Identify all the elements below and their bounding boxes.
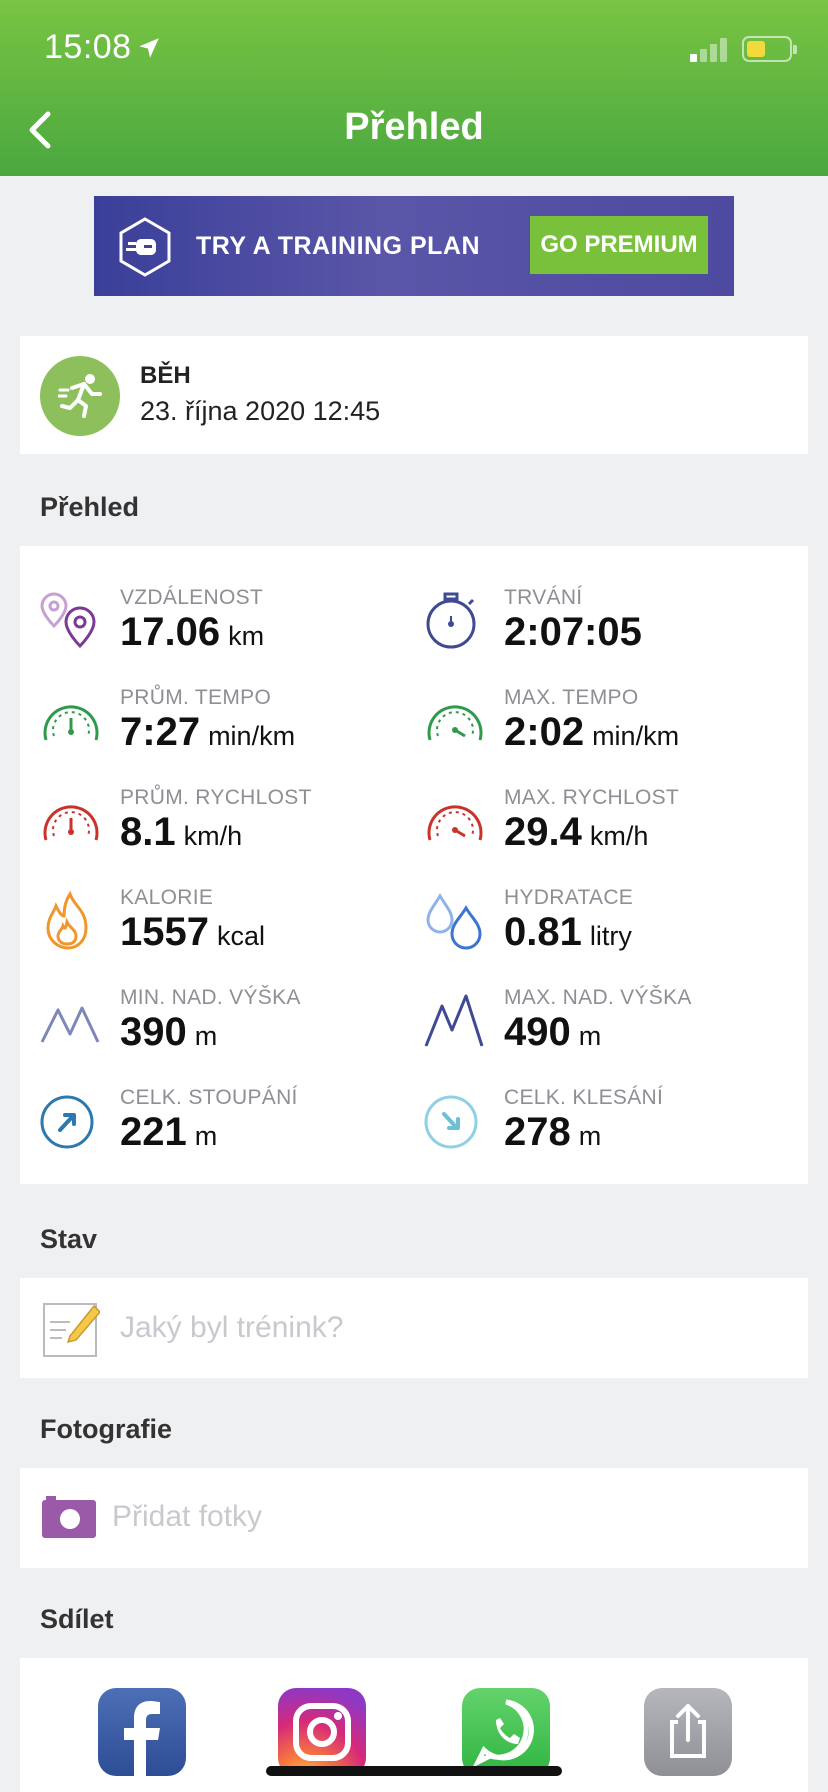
descent-arrow-icon [424,1095,478,1149]
ascent-arrow-icon [40,1095,94,1149]
share-facebook-button[interactable] [98,1688,186,1776]
add-photos-label: Přidat fotky [112,1500,263,1533]
stat-total-descent: CELK. KLESÁNÍ 278 m [424,1086,804,1176]
app-header: 15:08 Přehled [0,0,828,176]
stat-label: KALORIE [120,886,214,909]
stat-unit: m [194,1021,218,1051]
stat-min-altitude: MIN. NAD. VÝŠKA 390 m [40,986,420,1076]
back-chevron-icon[interactable] [20,108,64,152]
stat-distance: VZDÁLENOST 17.06 km [40,586,420,676]
share-icon [670,1704,706,1758]
share-instagram-button[interactable] [278,1688,366,1776]
stat-label: HYDRATACE [504,886,634,909]
stat-avg-speed: PRŮM. RYCHLOST 8.1 km/h [40,786,420,876]
stat-value: 0.81 [504,910,582,954]
stat-unit: m [194,1121,218,1151]
activity-type-avatar [40,356,120,436]
premium-promo-banner[interactable]: TRY A TRAINING PLAN GO PREMIUM [94,196,734,296]
battery-icon [742,36,797,62]
status-card [20,1278,808,1378]
promo-text: TRY A TRAINING PLAN [196,232,481,260]
whatsapp-icon [472,1699,534,1768]
stat-duration: TRVÁNÍ 2:07:05 [424,586,804,676]
stat-value: 8.1 [120,810,176,854]
status-bar-time: 15:08 [44,28,162,67]
home-indicator[interactable] [266,1766,562,1776]
running-person-icon [58,374,102,418]
stat-label: CELK. KLESÁNÍ [504,1086,664,1109]
stat-value: 7:27 [120,710,201,754]
activity-summary-card: BĚH 23. října 2020 12:45 [20,336,808,454]
location-arrow-icon [138,38,159,58]
stat-unit: m [578,1121,602,1151]
stat-label: MAX. NAD. VÝŠKA [504,986,692,1009]
section-title-share: Sdílet [40,1604,114,1634]
location-pins-icon [40,592,96,649]
stat-max-altitude: MAX. NAD. VÝŠKA 490 m [424,986,804,1076]
add-photos-card[interactable]: Přidat fotky [20,1468,808,1568]
stat-unit: km/h [183,821,243,851]
training-plan-icon [119,217,171,277]
stat-value: 2:02 [504,710,585,754]
stat-value: 278 [504,1110,571,1154]
stat-calories: KALORIE 1557 kcal [40,886,420,976]
stat-unit: km/h [589,821,649,851]
facebook-icon [124,1701,160,1776]
speedometer-icon [427,805,483,841]
stat-unit: kcal [216,921,265,951]
stat-max-speed: MAX. RYCHLOST 29.4 km/h [424,786,804,876]
speedometer-icon [427,705,483,741]
share-more-button[interactable] [644,1688,732,1776]
stopwatch-icon [426,592,476,649]
stat-value: 17.06 [120,610,221,654]
stat-label: TRVÁNÍ [504,586,583,609]
activity-type: BĚH [140,362,191,389]
stat-label: MAX. RYCHLOST [504,786,680,809]
mountain-icon [424,994,484,1047]
stat-value: 490 [504,1010,571,1054]
stat-label: PRŮM. TEMPO [120,686,272,709]
flame-icon [46,890,88,950]
stat-unit: litry [589,921,632,951]
stat-value: 221 [120,1110,187,1154]
training-note-input[interactable] [120,1304,780,1352]
stat-value: 29.4 [504,810,582,854]
stat-hydration: HYDRATACE 0.81 litry [424,886,804,976]
activity-date: 23. října 2020 12:45 [140,396,381,426]
stat-label: MAX. TEMPO [504,686,639,709]
mountain-icon [40,1006,100,1043]
note-pencil-icon [43,1303,100,1357]
stat-total-ascent: CELK. STOUPÁNÍ 221 m [40,1086,420,1176]
go-premium-button[interactable]: GO PREMIUM [530,216,708,274]
stats-card: VZDÁLENOST 17.06 km TRVÁNÍ 2:07:05 PRŮM. … [20,546,808,1184]
instagram-icon [293,1703,351,1761]
water-drops-icon [426,893,482,950]
page-title: Přehled [344,106,484,148]
stat-unit: km [228,621,265,651]
stat-max-pace: MAX. TEMPO 2:02 min/km [424,686,804,776]
share-whatsapp-button[interactable] [462,1688,550,1776]
stat-unit: min/km [208,721,296,751]
signal-icon [690,38,730,62]
camera-icon [42,1496,96,1538]
stat-label: MIN. NAD. VÝŠKA [120,986,301,1009]
stat-value: 390 [120,1010,187,1054]
section-title-overview: Přehled [40,492,140,522]
speedometer-icon [43,805,99,841]
stat-avg-pace: PRŮM. TEMPO 7:27 min/km [40,686,420,776]
stat-unit: min/km [592,721,680,751]
section-title-photos: Fotografie [40,1414,172,1444]
stat-value: 1557 [120,910,209,954]
section-title-status: Stav [40,1224,98,1254]
speedometer-icon [43,705,99,741]
stat-value: 2:07:05 [504,610,642,654]
stat-label: CELK. STOUPÁNÍ [120,1086,298,1109]
stat-label: PRŮM. RYCHLOST [120,786,312,809]
stat-label: VZDÁLENOST [120,586,264,609]
stat-unit: m [578,1021,602,1051]
